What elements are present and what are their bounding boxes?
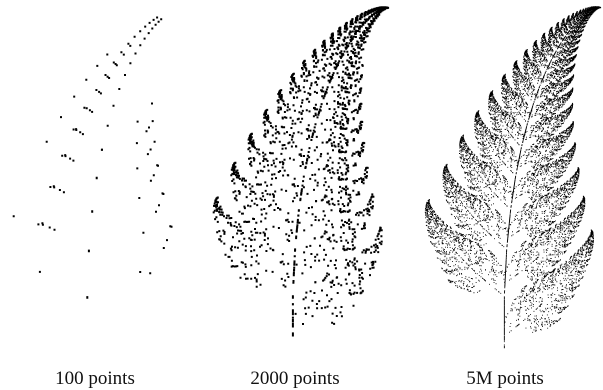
panel-label: 2000 points <box>250 368 339 389</box>
panel-label: 5M points <box>466 368 544 389</box>
fern-points <box>13 17 173 299</box>
panel-label: 100 points <box>55 368 135 389</box>
fern-points <box>425 6 601 348</box>
fern-points <box>213 6 389 336</box>
fern-figure: 100 points 2000 points 5M points <box>0 0 603 390</box>
